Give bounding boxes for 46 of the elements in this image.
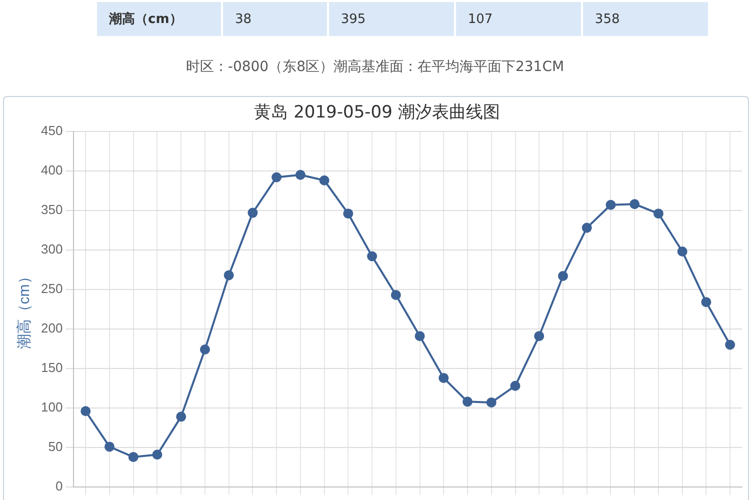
point: [272, 172, 282, 182]
point: [558, 271, 568, 282]
point: [701, 297, 712, 308]
chart-title: 黄岛 2019-05-09 潮汐表曲线图: [254, 102, 500, 123]
point: [80, 406, 91, 416]
point: [462, 396, 473, 407]
point: [725, 340, 736, 350]
y-tick-label: 100: [40, 400, 63, 415]
point: [534, 331, 544, 342]
point: [653, 208, 664, 219]
y-tick-label: 450: [40, 122, 63, 138]
point: [295, 170, 306, 180]
point: [152, 450, 162, 460]
text: 38: [223, 2, 327, 36]
y-tick-label: 0: [55, 478, 63, 494]
point: [390, 290, 401, 300]
y-tick-label: 300: [40, 242, 63, 257]
text: 潮高（cm）: [97, 2, 221, 36]
point: [343, 208, 354, 219]
text: 时区：-0800（东8区）潮高基准面：在平均海平面下231CM: [184, 58, 566, 76]
point: [582, 222, 592, 233]
y-tick-label: 200: [40, 320, 63, 336]
y-tick-label: 250: [40, 281, 63, 296]
point: [367, 251, 378, 262]
point: [510, 380, 520, 391]
y-tick-label: 50: [48, 439, 63, 454]
point: [128, 452, 138, 462]
point: [677, 246, 688, 257]
text: 358: [582, 2, 708, 36]
point: [200, 344, 210, 354]
point: [606, 200, 616, 210]
y-tick-label: 350: [40, 202, 63, 217]
point: [319, 175, 330, 186]
point: [224, 270, 234, 280]
y-axis-title: 潮高（cm）: [16, 269, 34, 350]
text: 395: [328, 2, 454, 36]
point: [414, 331, 425, 342]
point: [486, 397, 496, 408]
y-tick-label: 150: [40, 360, 63, 376]
point: [630, 199, 640, 210]
y-tick-label: 400: [40, 162, 63, 178]
point: [438, 372, 449, 383]
point: [176, 412, 186, 422]
text: 107: [456, 2, 581, 36]
point: [248, 208, 258, 218]
point: [104, 442, 114, 452]
